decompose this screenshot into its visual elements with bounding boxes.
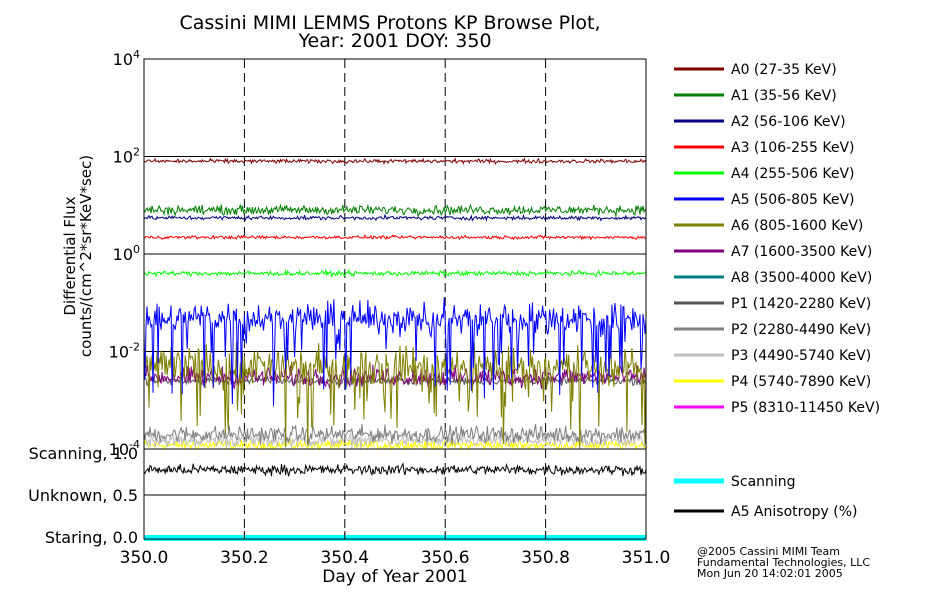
x-axis-label: Day of Year 2001 bbox=[322, 567, 467, 587]
legend-label: A8 (3500-4000 KeV) bbox=[731, 270, 872, 286]
legend-label: A1 (35-56 KeV) bbox=[731, 88, 837, 104]
scan-panel: Scanning, 1.0 Unknown, 0.5 Staring, 0.0 bbox=[28, 444, 647, 547]
y-tick-label: 102 bbox=[113, 146, 140, 167]
scan-legend: Scanning A5 Anisotropy (%) bbox=[674, 474, 858, 520]
flux-grid bbox=[144, 59, 646, 449]
scan-y-tick-label: Staring, 0.0 bbox=[45, 528, 138, 547]
y-tick-label: 100 bbox=[113, 243, 140, 264]
x-tick-label: 350.6 bbox=[421, 548, 470, 568]
legend-label: A3 (106-255 KeV) bbox=[731, 140, 854, 156]
chart-title-line2: Year: 2001 DOY: 350 bbox=[297, 30, 491, 52]
series-line-a3 bbox=[143, 233, 647, 241]
legend-label: Scanning bbox=[731, 474, 796, 490]
legend-label: A5 Anisotropy (%) bbox=[731, 504, 858, 520]
series-line-a5 bbox=[143, 297, 647, 407]
legend-label: A4 (255-506 KeV) bbox=[731, 166, 854, 182]
chart-title-line1: Cassini MIMI LEMMS Protons KP Browse Plo… bbox=[179, 12, 600, 34]
x-ticks: 350.0 350.2 350.4 350.6 350.8 351.0 bbox=[120, 531, 671, 568]
legend-label: A2 (56-106 KeV) bbox=[731, 114, 846, 130]
legend-label: P2 (2280-4490 KeV) bbox=[731, 322, 871, 338]
legend-label: P3 (4490-5740 KeV) bbox=[731, 348, 871, 364]
flux-panel: 104 102 100 10-2 10-4 bbox=[109, 48, 647, 459]
scan-y-ticks: Scanning, 1.0 Unknown, 0.5 Staring, 0.0 bbox=[28, 444, 138, 547]
y-tick-label: 104 bbox=[113, 48, 140, 69]
credit-line3: Mon Jun 20 14:02:01 2005 bbox=[697, 567, 843, 580]
legend-label: P4 (5740-7890 KeV) bbox=[731, 374, 871, 390]
series-line-a2 bbox=[143, 213, 647, 222]
x-tick-label: 351.0 bbox=[622, 548, 671, 568]
legend-label: A5 (506-805 KeV) bbox=[731, 192, 854, 208]
series-line-a1 bbox=[143, 203, 647, 218]
x-tick-label: 350.0 bbox=[120, 548, 169, 568]
series-line-p3 bbox=[143, 431, 647, 449]
series-line-a4 bbox=[143, 268, 647, 279]
x-tick-label: 350.4 bbox=[320, 548, 369, 568]
y-tick-label: 10-2 bbox=[109, 341, 140, 362]
scan-y-tick-label: Scanning, 1.0 bbox=[29, 444, 138, 463]
scan-series bbox=[143, 462, 647, 541]
series-line-anisotropy bbox=[143, 462, 647, 477]
legend-label: A6 (805-1600 KeV) bbox=[731, 218, 863, 234]
x-tick-label: 350.8 bbox=[521, 548, 570, 568]
legend-label: P5 (8310-11450 KeV) bbox=[731, 400, 880, 416]
y-axis-label-line2: counts/(cm^2*sr*KeV*sec) bbox=[77, 155, 95, 357]
legend-label: P1 (1420-2280 KeV) bbox=[731, 296, 871, 312]
flux-legend: A0 (27-35 KeV) A1 (35-56 KeV) A2 (56-106 K… bbox=[674, 62, 880, 416]
series-line-p2 bbox=[143, 423, 647, 445]
series-line-a6 bbox=[143, 341, 647, 450]
x-tick-label: 350.2 bbox=[220, 548, 269, 568]
credit-line2: Fundamental Technologies, LLC bbox=[697, 556, 870, 569]
credit-line1: @2005 Cassini MIMI Team bbox=[697, 545, 840, 558]
flux-series bbox=[143, 157, 647, 451]
y-tick-label: 10-4 bbox=[109, 438, 140, 459]
flux-y-ticks: 104 102 100 10-2 10-4 bbox=[109, 48, 646, 459]
scan-panel-frame bbox=[143, 448, 647, 540]
legend-label: A0 (27-35 KeV) bbox=[731, 62, 837, 78]
series-line-a7 bbox=[143, 364, 647, 390]
scan-y-tick-label: Unknown, 0.5 bbox=[28, 486, 138, 505]
series-line-a0 bbox=[143, 157, 647, 166]
legend-label: A7 (1600-3500 KeV) bbox=[731, 244, 872, 260]
scan-grid bbox=[144, 449, 646, 539]
y-axis-label-line1: Differential Flux bbox=[61, 196, 79, 315]
